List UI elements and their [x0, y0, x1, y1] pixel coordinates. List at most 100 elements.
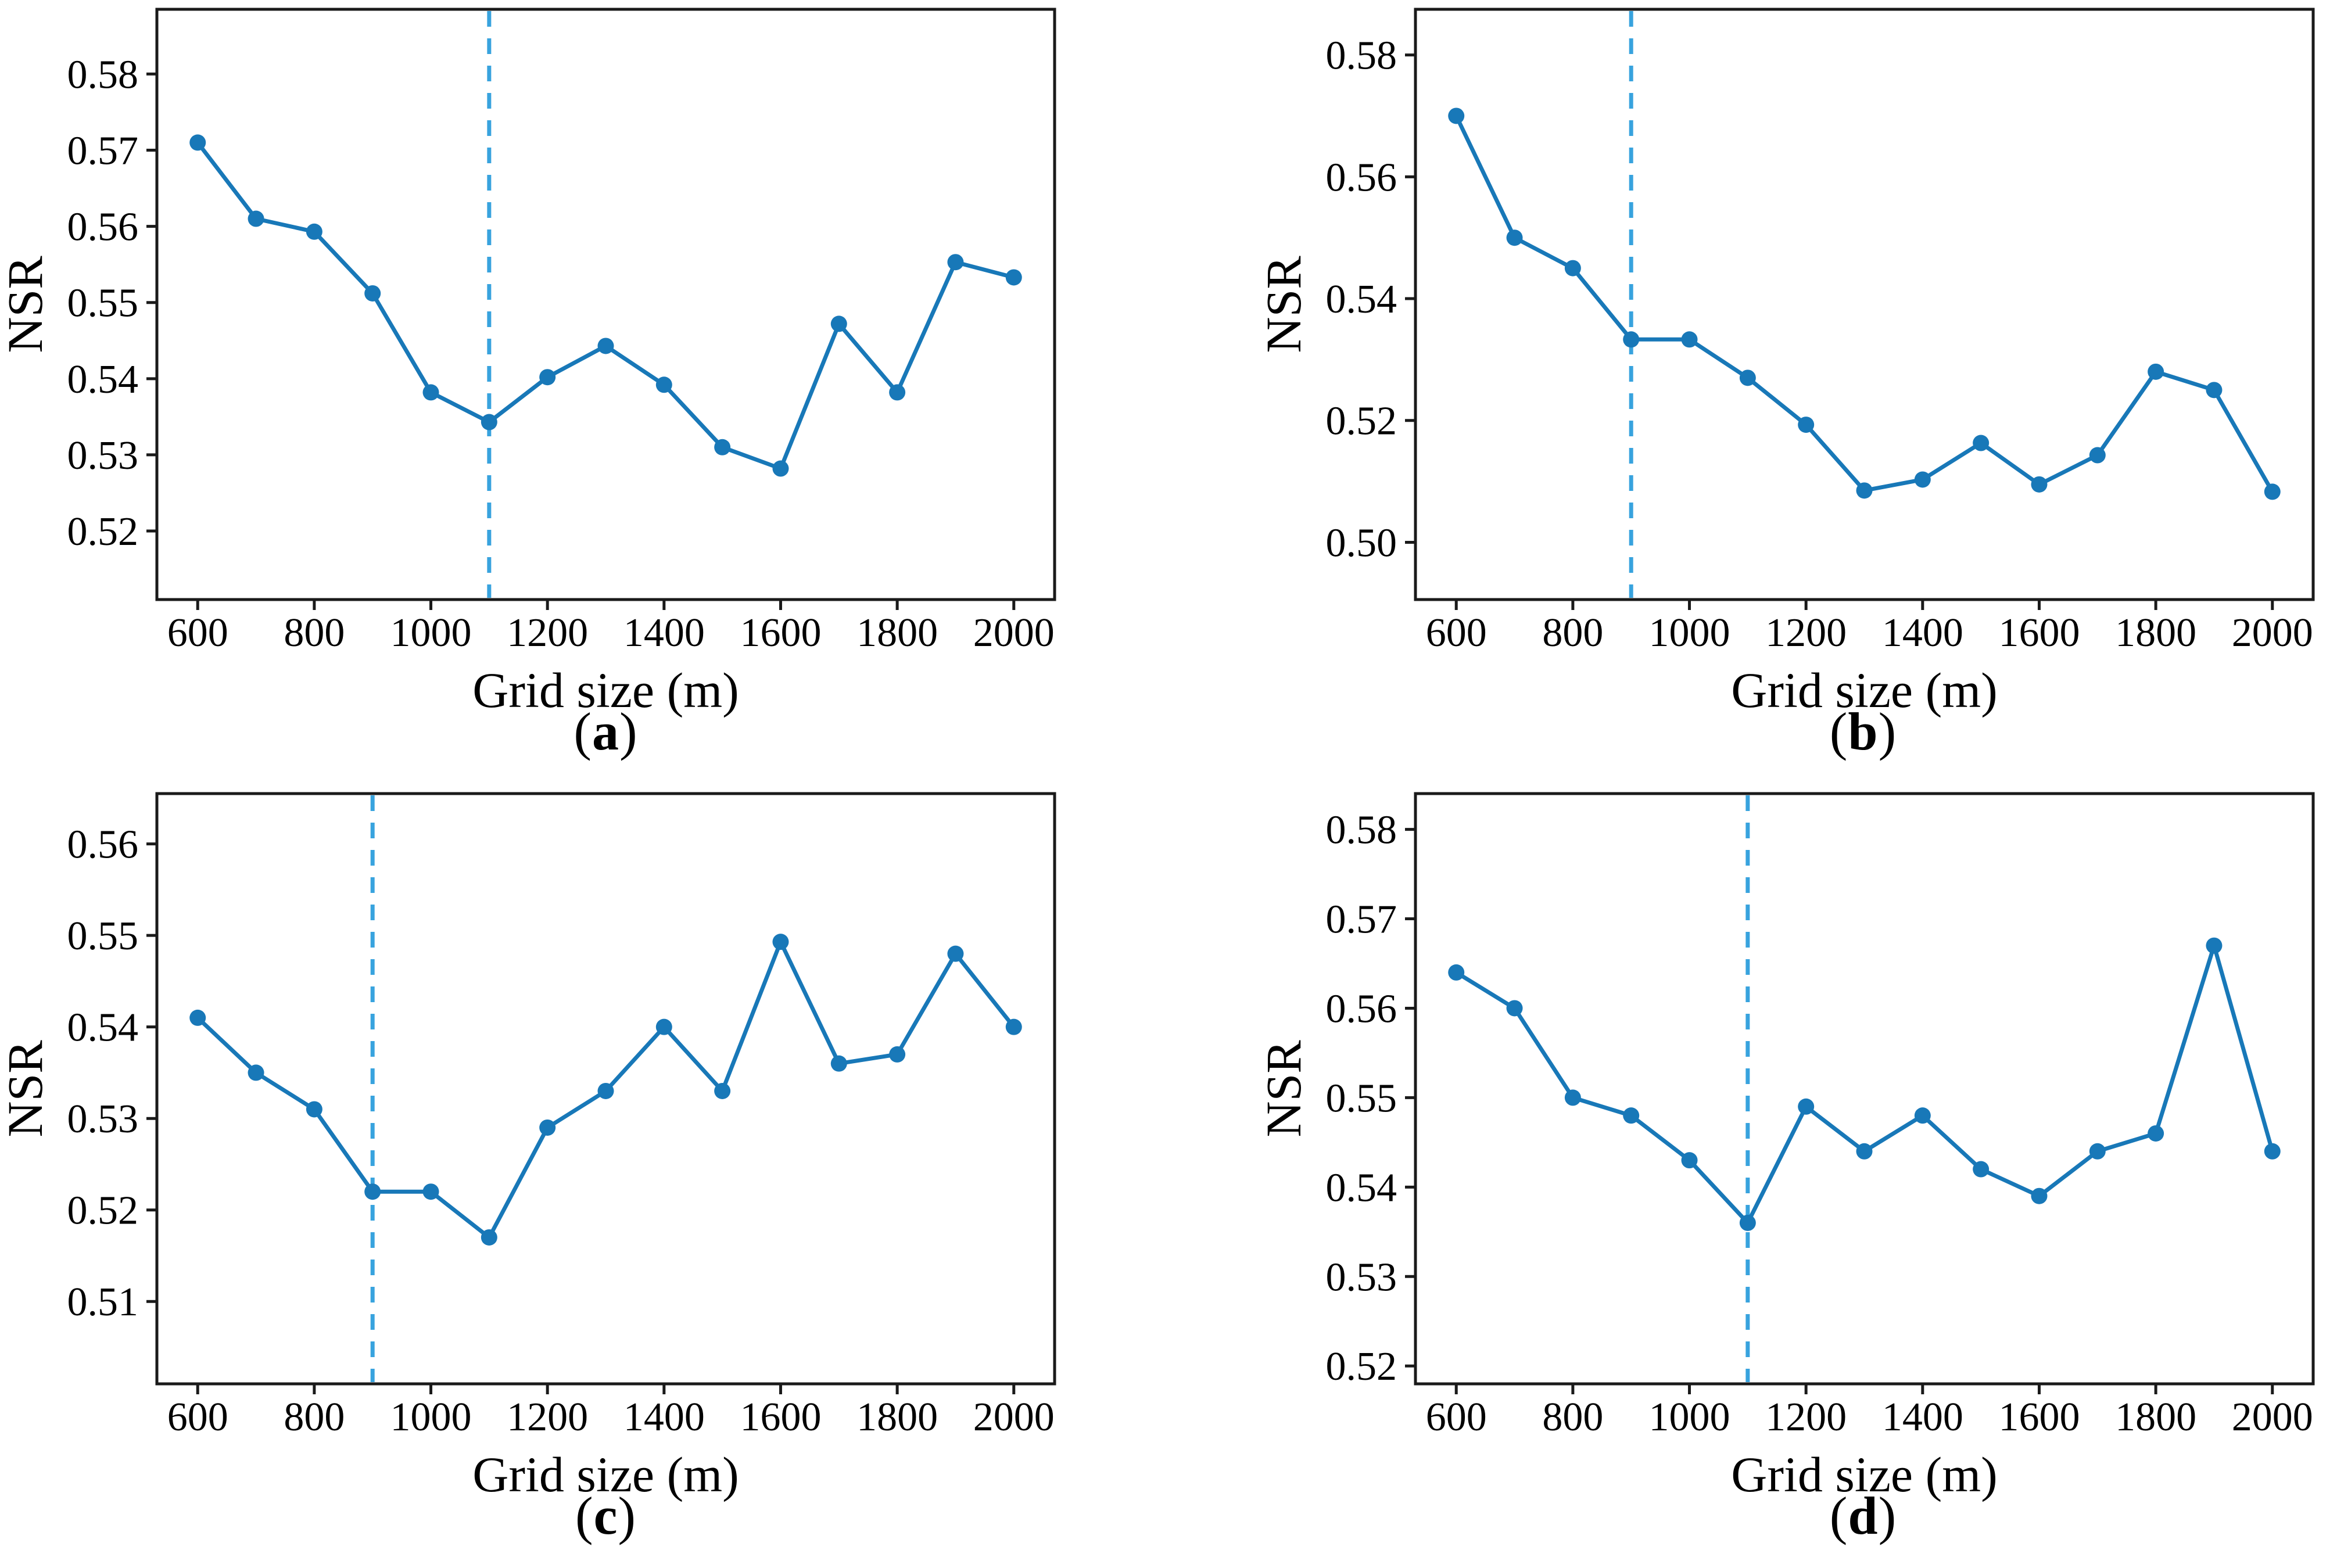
y-tick-label: 0.58 [1326, 808, 1397, 853]
data-point [1914, 471, 1931, 488]
y-tick-label: 0.54 [67, 357, 139, 402]
data-point [597, 338, 614, 354]
nsr-line [1454, 113, 2275, 494]
data-point [1448, 964, 1465, 981]
data-point [422, 1183, 439, 1200]
data-point [1856, 1143, 1873, 1160]
x-tick-label: 1200 [1765, 1395, 1847, 1440]
caption-letter: a [592, 702, 619, 761]
y-tick-label: 0.53 [1326, 1255, 1397, 1300]
data-point [597, 1082, 614, 1099]
chart-b-canvas: 600 800 1000 1200 1400 1600 1800 2000 0.50 0.52 0.… [1256, 8, 2315, 718]
subplot-d: 600 800 1000 1200 1400 1600 1800 2000 0.52 0.53 0.… [1168, 784, 2337, 1568]
x-tick-label: 800 [1542, 1395, 1603, 1440]
y-tick-label: 0.56 [67, 205, 139, 250]
x-tick-label: 1200 [507, 1395, 588, 1440]
data-point [1973, 435, 1990, 451]
plot-border [1414, 8, 2315, 601]
x-tick-label: 2000 [973, 611, 1055, 655]
data-point [1739, 1214, 1756, 1231]
x-axis-label: Grid size (m) [472, 1447, 739, 1502]
x-tick-label: 800 [1542, 611, 1603, 655]
x-tick-label: 600 [1426, 1395, 1487, 1440]
y-axis-label: NSR [1256, 256, 1311, 353]
data-point [772, 934, 789, 950]
y-tick-label: 0.54 [67, 1006, 139, 1050]
data-point [655, 376, 672, 393]
x-tick-label: 1800 [2115, 611, 2196, 655]
y-axis-label: NSR [0, 1040, 53, 1138]
x-tick-label: 600 [167, 611, 228, 655]
plot-border [1414, 792, 2315, 1386]
y-tick-label: 0.58 [67, 52, 139, 97]
x-tick-label: 800 [284, 1395, 345, 1440]
x-tick-label: 1400 [623, 1395, 705, 1440]
plot-border [155, 8, 1056, 601]
caption-paren-close: ) [618, 1486, 637, 1545]
caption-paren-close: ) [619, 702, 638, 761]
caption-letter: b [1848, 702, 1879, 761]
chart-c-canvas: 600 800 1000 1200 1400 1600 1800 2000 0.51 0.52 0.… [0, 792, 1056, 1502]
data-point [2148, 363, 2164, 380]
chart-a-canvas: 600 800 1000 1200 1400 1600 1800 2000 0.52 0.53 0.… [0, 8, 1056, 718]
y-tick-label: 0.56 [1326, 986, 1397, 1031]
data-point [248, 210, 264, 227]
x-tick-label: 1800 [856, 1395, 938, 1440]
data-point [1623, 1107, 1640, 1124]
data-point [1681, 1152, 1698, 1169]
y-tick-label: 0.53 [67, 433, 139, 478]
x-tick-label: 1000 [1649, 611, 1730, 655]
y-tick-label: 0.52 [1326, 399, 1397, 444]
data-point [2089, 447, 2106, 464]
x-tick-label: 2000 [2232, 1395, 2313, 1440]
nsr-line [1454, 943, 2275, 1225]
data-point [189, 1009, 206, 1026]
data-point [189, 134, 206, 151]
data-point [1564, 260, 1581, 277]
data-point [2206, 937, 2223, 954]
data-point [481, 414, 497, 430]
data-point [1623, 331, 1640, 348]
data-point [830, 1055, 847, 1072]
x-tick-label: 600 [1426, 611, 1487, 655]
x-tick-label: 1600 [1998, 1395, 2080, 1440]
y-tick-label: 0.52 [1326, 1344, 1397, 1389]
data-point [1973, 1161, 1990, 1178]
x-tick-label: 1800 [2115, 1395, 2196, 1440]
data-point [2031, 1187, 2048, 1204]
y-tick-label: 0.53 [67, 1097, 139, 1142]
data-point [422, 384, 439, 401]
y-axis-label: NSR [0, 256, 53, 353]
chart-d-canvas: 600 800 1000 1200 1400 1600 1800 2000 0.52 0.53 0.… [1256, 792, 2315, 1502]
data-point [1564, 1089, 1581, 1106]
y-tick-label: 0.51 [67, 1280, 139, 1325]
data-point [2089, 1143, 2106, 1160]
subplot-a-caption: (a) [0, 699, 1168, 763]
subplot-a: 600 800 1000 1200 1400 1600 1800 2000 0.52 0.53 0.… [0, 0, 1168, 784]
data-point [889, 384, 906, 401]
data-point [772, 460, 789, 477]
nsr-line [195, 140, 1016, 471]
data-point [2148, 1125, 2164, 1142]
y-tick-label: 0.55 [67, 914, 139, 959]
subplot-d-caption: (d) [1168, 1484, 2337, 1548]
data-point [481, 1229, 497, 1246]
x-tick-label: 1600 [1998, 611, 2080, 655]
y-tick-label: 0.55 [67, 281, 139, 326]
data-point [1506, 229, 1523, 246]
caption-paren-open: ( [574, 702, 592, 761]
caption-letter: c [593, 1486, 618, 1545]
x-axis-label: Grid size (m) [1731, 662, 1998, 718]
data-point [306, 1101, 322, 1118]
x-tick-label: 1600 [740, 611, 821, 655]
data-point [2031, 476, 2048, 493]
data-point [2264, 1143, 2281, 1160]
data-point [947, 945, 964, 962]
plot-border [155, 792, 1056, 1386]
x-tick-label: 1200 [507, 611, 588, 655]
x-tick-label: 1000 [390, 1395, 472, 1440]
data-point [830, 315, 847, 332]
data-point [1798, 417, 1815, 433]
data-point [947, 254, 964, 271]
x-axis-label: Grid size (m) [472, 662, 739, 718]
